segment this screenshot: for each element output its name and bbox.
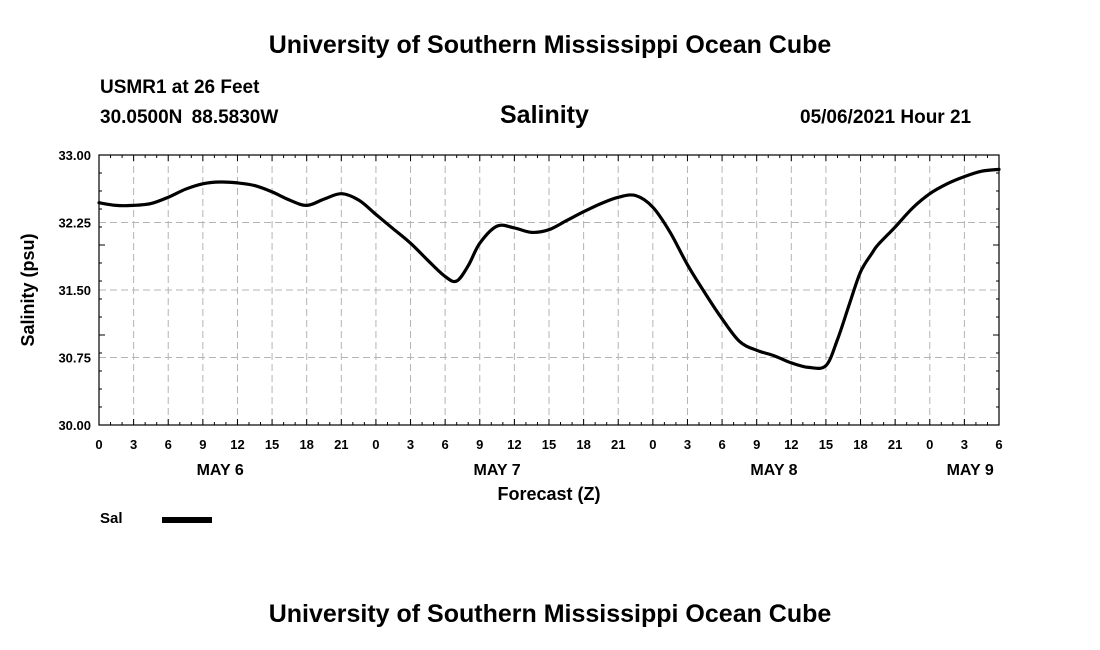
y-tick-label: 32.25 [58, 216, 91, 231]
forecast-date: 05/06/2021 Hour 21 [800, 107, 972, 128]
x-tick-label: 15 [265, 437, 279, 452]
day-label: MAY 8 [750, 462, 797, 479]
station-label: USMR1 at 26 Feet [100, 77, 260, 98]
x-tick-label: 18 [576, 437, 590, 452]
day-label: MAY 6 [197, 462, 244, 479]
x-tick-label: 15 [542, 437, 556, 452]
x-tick-label: 3 [407, 437, 414, 452]
x-tick-label: 12 [507, 437, 521, 452]
plot-frame [98, 154, 1000, 426]
x-tick-label: 0 [926, 437, 933, 452]
x-tick-label: 0 [649, 437, 656, 452]
footer-organization-title: University of Southern Mississippi Ocean… [268, 600, 832, 628]
x-tick-label: 21 [888, 437, 902, 452]
x-tick-label: 18 [853, 437, 867, 452]
x-tick-label: 6 [995, 437, 1002, 452]
x-tick-label: 12 [784, 437, 798, 452]
variable-title: Salinity [500, 101, 589, 129]
x-tick-label: 6 [165, 437, 172, 452]
y-tick-label: 31.50 [58, 283, 91, 298]
x-axis-title: Forecast (Z) [497, 484, 600, 504]
x-tick-label: 6 [442, 437, 449, 452]
coordinates-label: 30.0500N 88.5830W [100, 107, 279, 128]
x-tick-label: 3 [961, 437, 968, 452]
x-tick-label: 12 [230, 437, 244, 452]
x-tick-label: 9 [753, 437, 760, 452]
x-tick-label: 15 [819, 437, 833, 452]
y-tick-label: 30.00 [58, 418, 91, 433]
legend-label: Sal [100, 510, 123, 527]
x-tick-label: 3 [684, 437, 691, 452]
organization-title: University of Southern Mississippi Ocean… [268, 31, 832, 59]
series-line-sal [97, 167, 1001, 371]
y-axis-title: Salinity (psu) [18, 233, 38, 346]
x-tick-label: 0 [95, 437, 102, 452]
x-tick-label: 3 [130, 437, 137, 452]
x-tick-label: 6 [718, 437, 725, 452]
y-tick-label: 33.00 [58, 148, 91, 163]
x-tick-label: 9 [476, 437, 483, 452]
x-tick-label: 0 [372, 437, 379, 452]
x-tick-label: 9 [199, 437, 206, 452]
x-tick-label: 21 [611, 437, 625, 452]
day-label: MAY 7 [474, 462, 521, 479]
x-tick-label: 21 [334, 437, 348, 452]
day-label: MAY 9 [947, 462, 994, 479]
x-tick-label: 18 [299, 437, 313, 452]
y-tick-label: 30.75 [58, 351, 91, 366]
